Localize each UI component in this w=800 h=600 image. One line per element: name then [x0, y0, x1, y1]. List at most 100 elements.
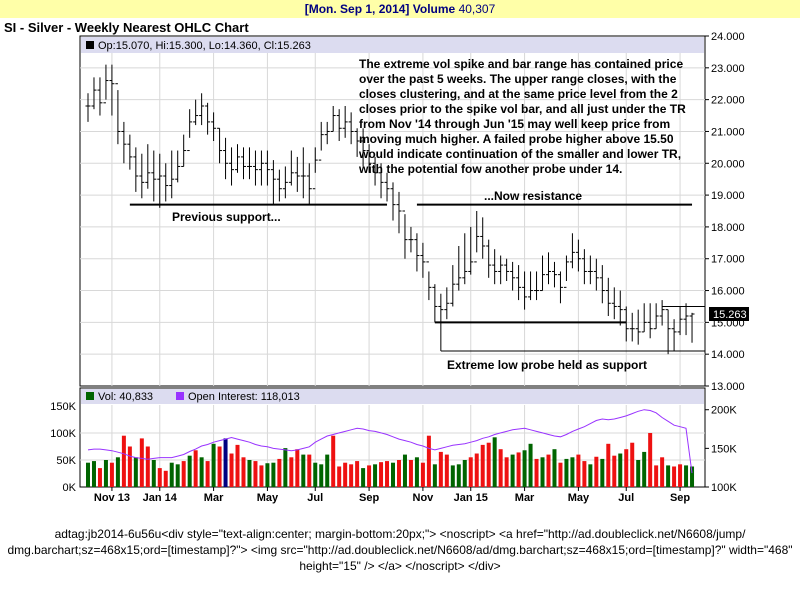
volume-bar [259, 465, 264, 487]
callout-now-resistance: ...Now resistance [484, 189, 582, 203]
volume-bar [402, 454, 407, 487]
price-axis-label: 14.000 [711, 349, 745, 361]
price-axis-label: 16.000 [711, 286, 745, 298]
oi-legend-text: Open Interest: 118,013 [188, 391, 300, 403]
volume-bar [588, 464, 593, 487]
volume-axis-label: 100K [50, 428, 76, 440]
x-axis-label: May [257, 492, 279, 504]
price-legend-text: Op:15.070, Hi:15.300, Lo:14.360, Cl:15.2… [98, 40, 311, 52]
volume-bar [486, 442, 491, 487]
volume-bar [576, 454, 581, 487]
volume-bar [313, 462, 318, 487]
volume-bar [217, 446, 222, 487]
volume-bar [432, 464, 437, 487]
annotation-text-line: moving much higher. A failed probe highe… [359, 132, 674, 146]
volume-bar [391, 462, 396, 487]
volume-bar [295, 449, 300, 487]
volume-bar [337, 466, 342, 487]
volume-bar [385, 461, 390, 487]
annotation-text-line: from Nov '14 through Jun '15 may well ke… [359, 117, 670, 131]
price-axis-label: 20.000 [711, 158, 745, 170]
volume-bar [277, 458, 282, 487]
header-bar: [Mon. Sep 1, 2014] Volume 40,307 [0, 0, 800, 18]
oi-axis-label: 150K [711, 443, 737, 455]
volume-bar [504, 457, 509, 487]
annotation-text-line: would indicate continuation of the small… [358, 147, 681, 161]
volume-bar [426, 435, 431, 487]
volume-bar [414, 457, 419, 487]
volume-bar [349, 464, 354, 487]
annotation-text-line: over the past 5 weeks. The upper range c… [359, 72, 677, 86]
volume-bar [319, 464, 324, 487]
volume-bar [199, 457, 204, 487]
volume-bar [618, 453, 623, 487]
price-axis-label: 17.000 [711, 254, 745, 266]
volume-bar [450, 465, 455, 487]
price-axis-label: 13.000 [711, 381, 745, 393]
volume-bar [151, 460, 156, 487]
header-date: [Mon. Sep 1, 2014] [304, 2, 410, 16]
volume-bar [498, 449, 503, 487]
volume-bar [301, 454, 306, 487]
volume-bar [546, 454, 551, 487]
volume-bar [379, 462, 384, 487]
volume-bar [367, 465, 372, 487]
oi-axis-label: 200K [711, 405, 737, 417]
volume-bar [522, 450, 527, 487]
volume-bar [408, 460, 413, 487]
volume-bar [121, 435, 126, 487]
annotation-text-line: The extreme vol spike and bar range has … [359, 57, 683, 71]
volume-bar [343, 462, 348, 487]
volume-bar [109, 462, 114, 487]
volume-bar [331, 435, 336, 487]
volume-bar [558, 462, 563, 487]
last-price-box [709, 306, 749, 321]
volume-bar [325, 454, 330, 487]
footer-line: height="15" /> </a> </noscript> </div> [299, 559, 501, 573]
x-axis-label: Mar [515, 492, 535, 504]
x-axis-label: Nov 13 [94, 492, 130, 504]
footer-line: adtag:jb2014-6u56u<div style="text-align… [54, 527, 746, 541]
annotation-text-line: closes clustering, and at the same price… [359, 87, 678, 101]
volume-bar [271, 462, 276, 487]
volume-bar [474, 453, 479, 487]
price-axis-label: 22.000 [711, 95, 745, 107]
volume-bar [211, 443, 216, 487]
volume-bar [241, 457, 246, 487]
volume-bar [235, 444, 240, 487]
oi-legend-swatch [176, 392, 184, 400]
volume-bar [594, 456, 599, 487]
last-price-label: 15.263 [713, 309, 747, 321]
volume-bar [606, 443, 611, 487]
volume-bar [307, 454, 312, 487]
volume-axis-label: 150K [50, 401, 76, 413]
volume-bar [552, 449, 557, 487]
oi-axis-label: 100K [711, 482, 737, 494]
x-axis-label: Jul [307, 492, 323, 504]
volume-bar [444, 454, 449, 487]
volume-bar [534, 458, 539, 487]
volume-bar [438, 451, 443, 487]
price-axis-label: 24.000 [711, 31, 745, 43]
volume-bar [181, 461, 186, 487]
volume-bar [636, 460, 641, 487]
volume-bar [361, 468, 366, 487]
volume-legend-swatch [86, 392, 94, 400]
volume-bar [157, 468, 162, 487]
price-axis-label: 19.000 [711, 190, 745, 202]
x-axis-label: Sep [670, 492, 690, 504]
x-axis-label: May [568, 492, 590, 504]
x-axis-label: Mar [204, 492, 224, 504]
price-axis-label: 23.000 [711, 63, 745, 75]
price-panel [79, 35, 706, 387]
x-axis-label: Jan 14 [143, 492, 178, 504]
volume-bar [462, 460, 467, 487]
oi-line [87, 409, 693, 474]
volume-bar [516, 452, 521, 487]
volume-bar [139, 438, 144, 487]
volume-bar [600, 458, 605, 487]
volume-bar [420, 462, 425, 487]
volume-bar [289, 457, 294, 487]
annotation-text-line: closes prior to the spike vol bar, and a… [359, 102, 686, 116]
volume-bar [678, 464, 683, 487]
